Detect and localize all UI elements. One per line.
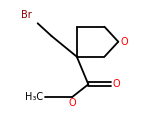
Text: H₃C: H₃C — [25, 92, 43, 102]
Text: Br: Br — [21, 10, 32, 20]
Text: O: O — [112, 79, 120, 89]
Text: O: O — [68, 98, 76, 108]
Text: O: O — [121, 37, 128, 47]
